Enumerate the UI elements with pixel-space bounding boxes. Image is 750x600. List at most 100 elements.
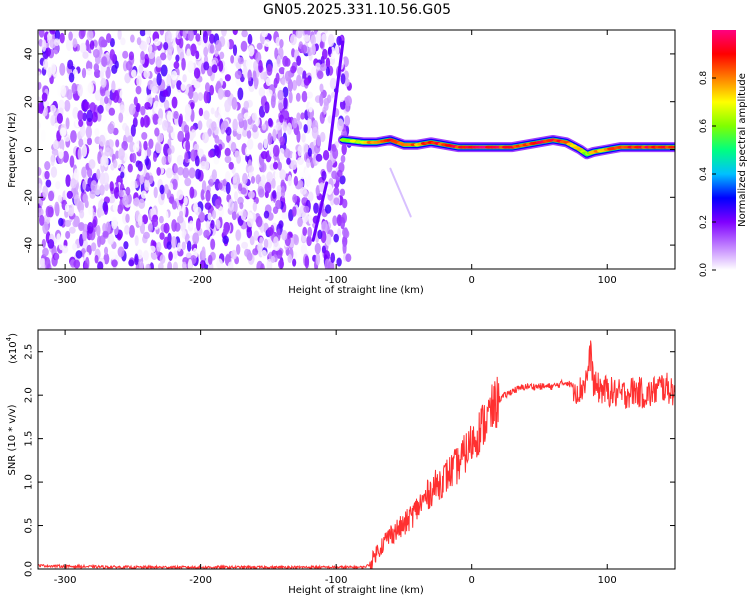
- noise-blob: [295, 92, 301, 102]
- noise-blob: [207, 212, 212, 221]
- colorbar-ticks: 0.0 0.2 0.4 0.6 0.8: [699, 71, 716, 277]
- noise-blob: [73, 168, 80, 181]
- noise-blob: [82, 229, 88, 242]
- noise-blob: [231, 211, 237, 221]
- noise-blob: [267, 117, 273, 127]
- noise-blob: [225, 38, 230, 51]
- noise-blob: [242, 65, 248, 79]
- noise-blob: [226, 133, 231, 144]
- noise-blob: [282, 121, 288, 132]
- signal-ridge-point: [668, 145, 675, 149]
- noise-blob: [42, 221, 49, 235]
- noise-blob: [230, 84, 236, 92]
- noise-blob: [119, 104, 125, 114]
- noise-blob: [291, 117, 298, 129]
- x-tick-label: -300: [54, 275, 77, 286]
- noise-blob: [193, 81, 201, 89]
- noise-blob: [221, 120, 229, 129]
- noise-blob: [233, 200, 238, 214]
- noise-blob: [225, 126, 232, 136]
- noise-blob: [195, 33, 201, 42]
- noise-blob: [89, 40, 95, 50]
- noise-blob: [152, 218, 159, 228]
- noise-blob: [252, 248, 259, 256]
- noise-blob: [292, 194, 298, 203]
- noise-blob: [38, 183, 42, 192]
- noise-blob: [152, 113, 159, 125]
- noise-blob: [215, 40, 222, 52]
- noise-blob: [339, 188, 346, 197]
- noise-blob: [230, 141, 237, 153]
- noise-blob: [157, 262, 164, 269]
- noise-blob: [187, 86, 194, 100]
- noise-blob: [139, 174, 145, 185]
- noise-blob: [247, 191, 255, 199]
- noise-blob: [210, 238, 216, 250]
- noise-blob: [77, 147, 82, 160]
- noise-blob: [242, 172, 248, 185]
- noise-blob: [277, 161, 282, 171]
- noise-blob: [197, 120, 203, 131]
- noise-blob: [208, 254, 213, 265]
- noise-blob: [246, 130, 252, 139]
- noise-blob: [72, 38, 78, 49]
- noise-blob: [266, 258, 273, 269]
- noise-blob: [344, 95, 352, 107]
- noise-blob: [340, 216, 346, 230]
- noise-blob: [42, 247, 49, 257]
- noise-blob: [81, 67, 87, 79]
- noise-blob: [179, 210, 184, 218]
- noise-blob: [190, 43, 197, 57]
- noise-blob: [292, 258, 297, 267]
- noise-blob: [195, 168, 201, 180]
- y-tick-label: 20: [24, 95, 35, 108]
- noise-blob: [224, 74, 231, 82]
- noise-blob: [81, 166, 87, 179]
- noise-blob: [113, 186, 120, 199]
- noise-blob: [218, 60, 224, 72]
- noise-blob: [323, 250, 331, 261]
- noise-blob: [103, 252, 110, 265]
- noise-blob: [287, 254, 293, 264]
- noise-blob: [331, 170, 338, 180]
- colorbar-tick-label: 0.8: [699, 71, 709, 86]
- noise-blob: [99, 84, 107, 97]
- noise-blob: [259, 236, 264, 245]
- noise-blob: [175, 54, 180, 63]
- noise-blob: [336, 35, 342, 46]
- noise-blob: [130, 124, 136, 137]
- noise-blob: [38, 120, 41, 130]
- noise-blob: [202, 30, 208, 44]
- noise-blob: [304, 255, 310, 269]
- noise-blob: [125, 60, 133, 71]
- noise-blob: [86, 30, 94, 41]
- noise-blob: [296, 55, 302, 66]
- noise-blob: [79, 124, 86, 137]
- noise-blob: [306, 91, 313, 99]
- noise-blob: [293, 234, 299, 246]
- colorbar: 0.0 0.2 0.4 0.6 0.8 Normalized spectral ampl…: [699, 30, 748, 277]
- x-tick-label: 0: [469, 575, 475, 586]
- noise-blob: [319, 111, 325, 124]
- noise-blob: [109, 181, 114, 192]
- noise-blob: [68, 226, 76, 234]
- noise-blob: [190, 101, 195, 110]
- noise-blob: [38, 30, 45, 38]
- noise-blob: [45, 179, 52, 188]
- noise-blob: [315, 153, 323, 162]
- noise-blob: [66, 89, 73, 101]
- noise-blob: [88, 159, 96, 170]
- noise-blob: [122, 173, 128, 187]
- noise-blob: [278, 66, 286, 75]
- noise-blob: [88, 206, 94, 216]
- noise-blob: [44, 161, 51, 171]
- noise-blob: [136, 37, 142, 46]
- noise-blob: [195, 218, 201, 231]
- noise-blob: [290, 65, 297, 74]
- noise-blob: [203, 110, 210, 121]
- noise-blob: [50, 114, 56, 126]
- noise-blob: [66, 190, 73, 199]
- noise-blob: [181, 241, 186, 251]
- noise-blob: [82, 51, 89, 59]
- noise-blob: [134, 253, 139, 266]
